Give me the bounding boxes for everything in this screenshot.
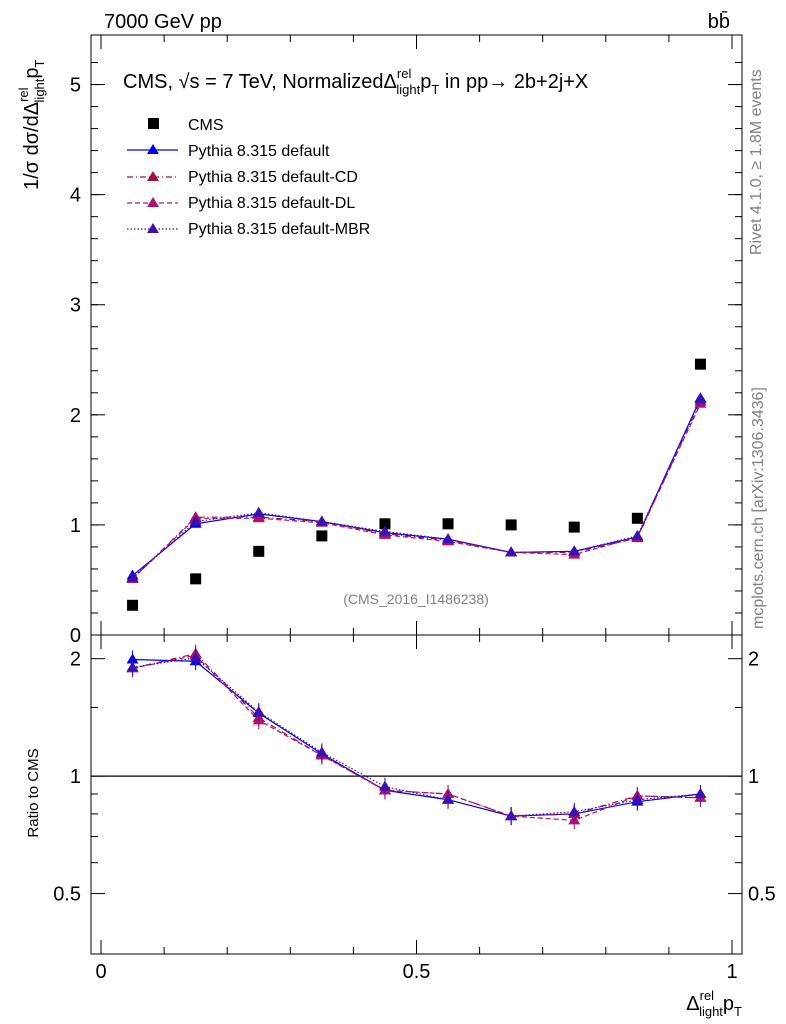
ratio-y-tick-label-right: 2	[748, 649, 759, 671]
cms-data-point	[568, 521, 580, 533]
axes-ticks: 0 1 2 3 4 5 0 0.5 1 0.5 0.5 1 1 2 2	[53, 35, 776, 983]
pythia-8-315-default-mbr-ratio-point	[694, 787, 707, 798]
main-y-tick-label: 3	[70, 295, 81, 317]
cms-data-point	[190, 573, 202, 585]
pythia-8-315-default-mbr-ratio-point	[505, 810, 518, 821]
main-y-tick-label: 1	[70, 515, 81, 537]
main-y-tick-label: 5	[70, 75, 81, 97]
pythia-8-315-default-mbr-point	[252, 506, 265, 517]
cms-data-point	[631, 512, 643, 524]
x-tick-label: 1	[726, 961, 737, 983]
legend-label-mbr: Pythia 8.315 default-MBR	[188, 221, 370, 238]
cms-data-point	[316, 530, 328, 542]
main-series-layer	[126, 358, 707, 611]
ratio-series-layer	[126, 644, 707, 830]
pythia-8-315-default-line	[132, 398, 701, 577]
ratio-y-tick-label-right: 0.5	[748, 884, 776, 906]
pythia-8-315-default-mbr-ratio-point	[189, 651, 202, 662]
pythia-8-315-default-mbr-ratio-point	[378, 780, 391, 791]
pythia-8-315-default-mbr-ratio-point	[126, 661, 139, 672]
pythia-8-315-default-mbr-point	[505, 546, 518, 557]
pythia-8-315-default-mbr-ratio-point	[568, 805, 581, 816]
pythia-8-315-default-mbr-point	[126, 571, 139, 582]
pythia-8-315-default-mbr-point	[315, 515, 328, 526]
legend-label-dl: Pythia 8.315 default-DL	[188, 195, 355, 212]
main-y-tick-label: 2	[70, 405, 81, 427]
x-axis-label: Δrel lightpT	[686, 988, 742, 1019]
ratio-y-tick-label: 1	[70, 766, 81, 788]
legend-marker-default	[147, 144, 159, 154]
legend-marker-dl	[147, 197, 159, 207]
cms-data-point	[442, 518, 454, 530]
x-tick-label: 0	[95, 961, 106, 983]
cms-data-point	[253, 545, 265, 557]
cms-data-point	[379, 518, 391, 530]
pythia-8-315-default-ratio-line	[132, 658, 701, 817]
ratio-y-tick-label: 2	[70, 649, 81, 671]
pythia-8-315-default-cd-line	[132, 401, 701, 580]
legend-label-cms: CMS	[188, 117, 224, 134]
plot-title: CMS, √s = 7 TeV, NormalizedΔrel lightpT i…	[123, 66, 588, 97]
pythia-8-315-default-mbr-ratio-point	[315, 746, 328, 757]
analysis-watermark: (CMS_2016_I1486238)	[343, 591, 489, 607]
legend-marker-cd	[147, 171, 159, 181]
legend-label-cd: Pythia 8.315 default-CD	[188, 169, 358, 186]
pythia-8-315-default-cd-ratio-line	[132, 653, 701, 817]
pythia-8-315-default-dl-line	[132, 403, 701, 580]
cms-data-point	[127, 599, 139, 611]
x-tick-label: 0.5	[403, 961, 431, 983]
legend: CMS Pythia 8.315 default Pythia 8.315 de…	[127, 117, 370, 238]
pythia-8-315-default-mbr-point	[378, 525, 391, 536]
pythia-8-315-default-mbr-line	[132, 399, 701, 579]
pythia-8-315-default-mbr-point	[568, 545, 581, 556]
pythia-8-315-default-dl-point	[252, 512, 265, 523]
pythia-8-315-default-mbr-point	[442, 533, 455, 544]
main-y-axis-label: 1/σ dσ/dΔrellightpT	[16, 59, 47, 190]
cms-data-point	[694, 358, 706, 370]
pythia-8-315-default-mbr-ratio-line	[132, 657, 701, 817]
pythia-8-315-default-mbr-ratio-point	[631, 793, 644, 804]
main-y-tick-label: 0	[70, 625, 81, 647]
pythia-8-315-default-mbr-point	[631, 529, 644, 540]
beam-label: 7000 GeV pp	[104, 11, 222, 33]
main-y-tick-label: 4	[70, 185, 81, 207]
pythia-8-315-default-mbr-point	[694, 393, 707, 404]
ratio-y-tick-label: 0.5	[53, 884, 81, 906]
ratio-y-tick-label-right: 1	[748, 766, 759, 788]
cms-data-point	[505, 519, 517, 531]
process-label: bb̄	[708, 10, 730, 33]
pythia-8-315-default-mbr-point	[189, 515, 202, 526]
mcplots-credit: mcplots.cern.ch [arXiv:1306.3436]	[750, 387, 767, 629]
rivet-version-label: Rivet 4.1.0, ≥ 1.8M events	[748, 69, 765, 255]
pythia-8-315-default-dl-ratio-line	[132, 654, 701, 822]
pythia-8-315-default-mbr-ratio-point	[252, 706, 265, 717]
legend-marker-mbr	[147, 223, 159, 233]
legend-label-default: Pythia 8.315 default	[188, 143, 330, 160]
pythia-8-315-default-mbr-ratio-point	[442, 793, 455, 804]
legend-marker-cms	[148, 118, 159, 129]
ratio-y-axis-label: Ratio to CMS	[25, 748, 42, 837]
